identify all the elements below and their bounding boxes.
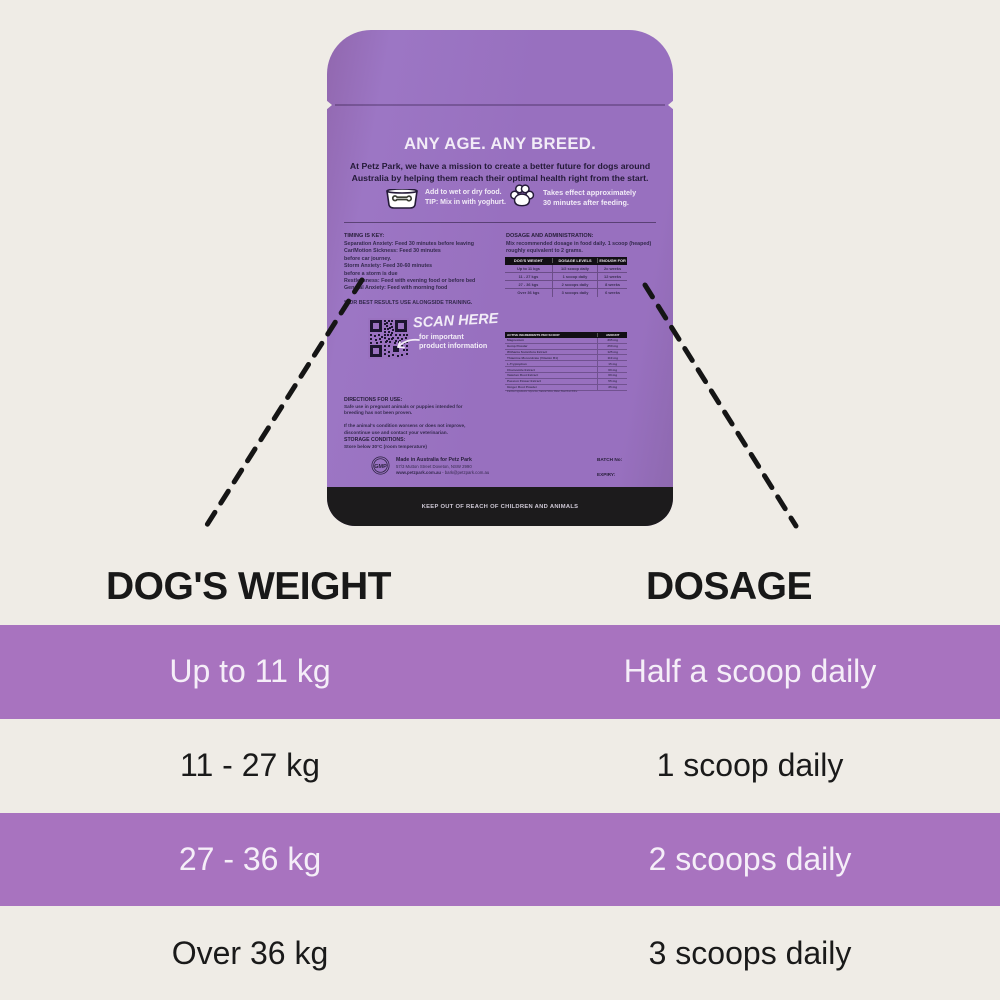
svg-text:GMP: GMP bbox=[374, 464, 387, 470]
